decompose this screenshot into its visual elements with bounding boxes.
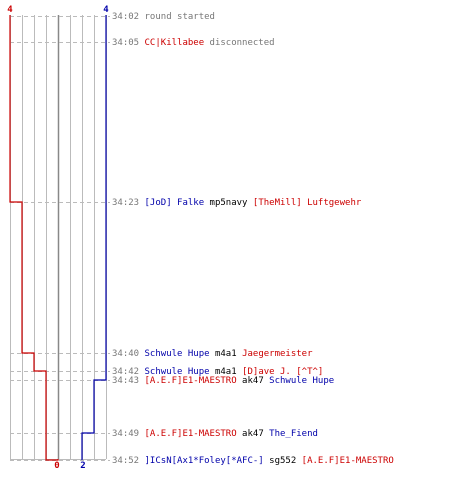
event-time: 34:05	[112, 38, 145, 48]
event-text-part: Jaegermeister	[242, 349, 313, 359]
event-time: 34:02	[112, 12, 145, 22]
event-text-part: disconnected	[204, 38, 274, 48]
event-label: 34:43 [A.E.F]E1-MAESTRO ak47 Schwule Hup…	[112, 376, 334, 386]
red-end-label: 0	[54, 461, 59, 471]
event-text-part: ]ICsN[Ax1*Foley[*AFC-]	[145, 456, 264, 466]
event-label: 34:40 Schwule Hupe m4a1 Jaegermeister	[112, 349, 313, 359]
event-text-part: [A.E.F]E1-MAESTRO	[145, 376, 237, 386]
event-text-part: [TheMill] Luftgewehr	[253, 198, 362, 208]
event-text-part: Schwule Hupe	[145, 349, 210, 359]
event-label: 34:05 CC|Killabee disconnected	[112, 38, 275, 48]
red-start-label: 4	[7, 5, 13, 15]
event-text-part: The_Fiend	[269, 429, 318, 439]
event-text-part: Schwule Hupe	[269, 376, 334, 386]
blue-team-score-line	[81, 15, 107, 460]
red-team-score-line	[9, 15, 59, 461]
event-text-part: [D]ave J. [^T^]	[242, 367, 323, 377]
blue-end-label: 2	[80, 461, 85, 471]
event-text-part: ak47	[237, 429, 270, 439]
event-label: 34:42 Schwule Hupe m4a1 [D]ave J. [^T^]	[112, 367, 323, 377]
event-time: 34:42	[112, 367, 145, 377]
event-text-part: [JoD] Falke	[145, 198, 205, 208]
event-time: 34:23	[112, 198, 145, 208]
event-label: 34:02 round started	[112, 12, 215, 22]
event-text-part: ak47	[237, 376, 270, 386]
event-time: 34:43	[112, 376, 145, 386]
event-time: 34:49	[112, 429, 145, 439]
event-label: 34:49 [A.E.F]E1-MAESTRO ak47 The_Fiend	[112, 429, 318, 439]
event-label: 34:52 ]ICsN[Ax1*Foley[*AFC-] sg552 [A.E.…	[112, 456, 394, 466]
event-text-part: [A.E.F]E1-MAESTRO	[145, 429, 237, 439]
event-text-part: [A.E.F]E1-MAESTRO	[302, 456, 394, 466]
event-text-part: m4a1	[210, 367, 243, 377]
event-text-part: m4a1	[210, 349, 243, 359]
blue-start-label: 4	[103, 5, 109, 15]
event-text-part: mp5navy	[204, 198, 253, 208]
event-text-part: sg552	[264, 456, 302, 466]
event-time: 34:40	[112, 349, 145, 359]
event-time: 34:52	[112, 456, 145, 466]
event-label: 34:23 [JoD] Falke mp5navy [TheMill] Luft…	[112, 198, 362, 208]
event-text-part: CC|Killabee	[145, 38, 205, 48]
event-text-part: round started	[145, 12, 215, 22]
event-text-part: Schwule Hupe	[145, 367, 210, 377]
